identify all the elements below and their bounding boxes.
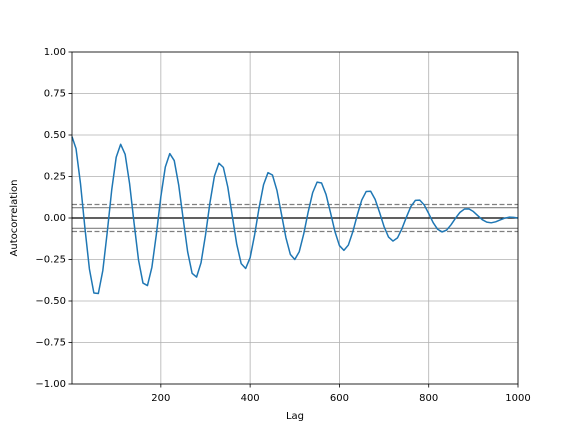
y-tick-label: 1.00 <box>44 47 66 58</box>
y-tick-label: −0.50 <box>35 296 66 307</box>
y-tick-label: −0.25 <box>35 255 66 266</box>
y-tick-label: −1.00 <box>35 379 66 390</box>
y-tick-label: 0.50 <box>44 130 66 141</box>
x-tick-label: 200 <box>151 393 170 404</box>
acf-line <box>71 136 519 295</box>
x-tick-label: 400 <box>241 393 260 404</box>
y-tick-label: −0.75 <box>35 338 66 349</box>
x-tick-label: 600 <box>330 393 349 404</box>
y-tick-label: 0.75 <box>44 89 66 100</box>
x-tick-label: 1000 <box>505 393 530 404</box>
y-tick-label: 0.00 <box>44 213 66 224</box>
y-axis-label: Autocorrelation <box>9 180 20 257</box>
y-tick-label: 0.25 <box>44 172 66 183</box>
x-axis-label: Lag <box>286 411 304 422</box>
plot-frame <box>71 51 519 385</box>
x-tick-label: 800 <box>419 393 438 404</box>
